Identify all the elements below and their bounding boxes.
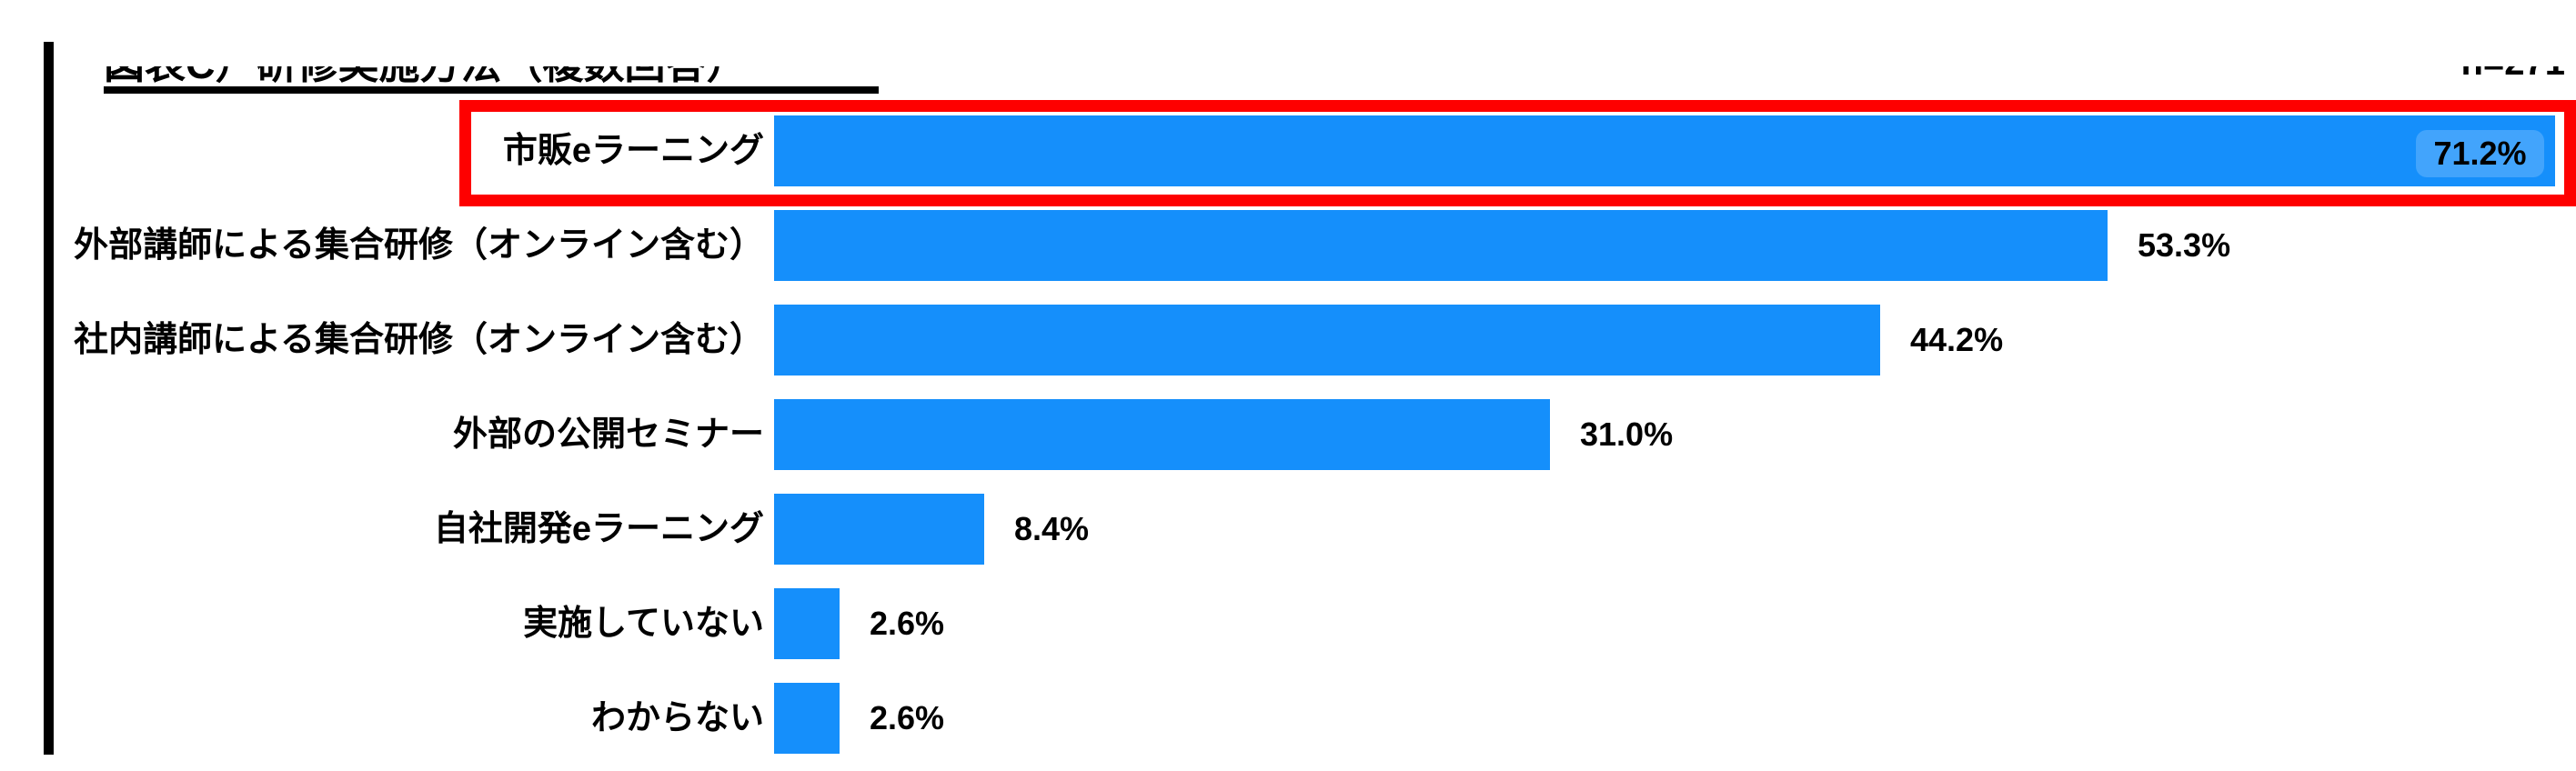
- bar: [774, 399, 1550, 470]
- bar: [774, 115, 2555, 186]
- highlight-box: [459, 100, 2576, 206]
- category-label: 外部の公開セミナー: [452, 416, 764, 454]
- bar: [774, 494, 984, 565]
- value-label: 2.6%: [870, 699, 945, 736]
- category-label: 社内講師による集合研修（オンライン含む）: [74, 321, 764, 359]
- category-label: 市販eラーニング: [502, 132, 764, 170]
- bar: [774, 210, 2108, 281]
- category-label: 実施していない: [523, 605, 764, 643]
- value-label-chip: 71.2%: [2416, 130, 2544, 177]
- value-label: 44.2%: [1910, 321, 2004, 358]
- category-label: わからない: [590, 699, 764, 737]
- category-label: 外部講師による集合研修（オンライン含む）: [74, 226, 764, 265]
- title-underline: [104, 86, 879, 94]
- bar: [774, 305, 1880, 375]
- value-label: 31.0%: [1580, 416, 1674, 453]
- sample-size-label: n=271: [2365, 66, 2565, 80]
- bar: [774, 588, 840, 659]
- category-label: 自社開発eラーニング: [433, 510, 764, 548]
- left-edge-line: [44, 42, 54, 755]
- value-label: 2.6%: [870, 605, 945, 642]
- bar: [774, 683, 840, 754]
- value-label: 8.4%: [1014, 510, 1090, 547]
- page-title: 図表C）研修実施方法（複数回答）: [104, 66, 922, 85]
- page-title-clip: 図表C）研修実施方法（複数回答）: [104, 66, 922, 86]
- sample-size-clip: n=271: [2365, 66, 2565, 80]
- value-label: 53.3%: [2138, 226, 2231, 264]
